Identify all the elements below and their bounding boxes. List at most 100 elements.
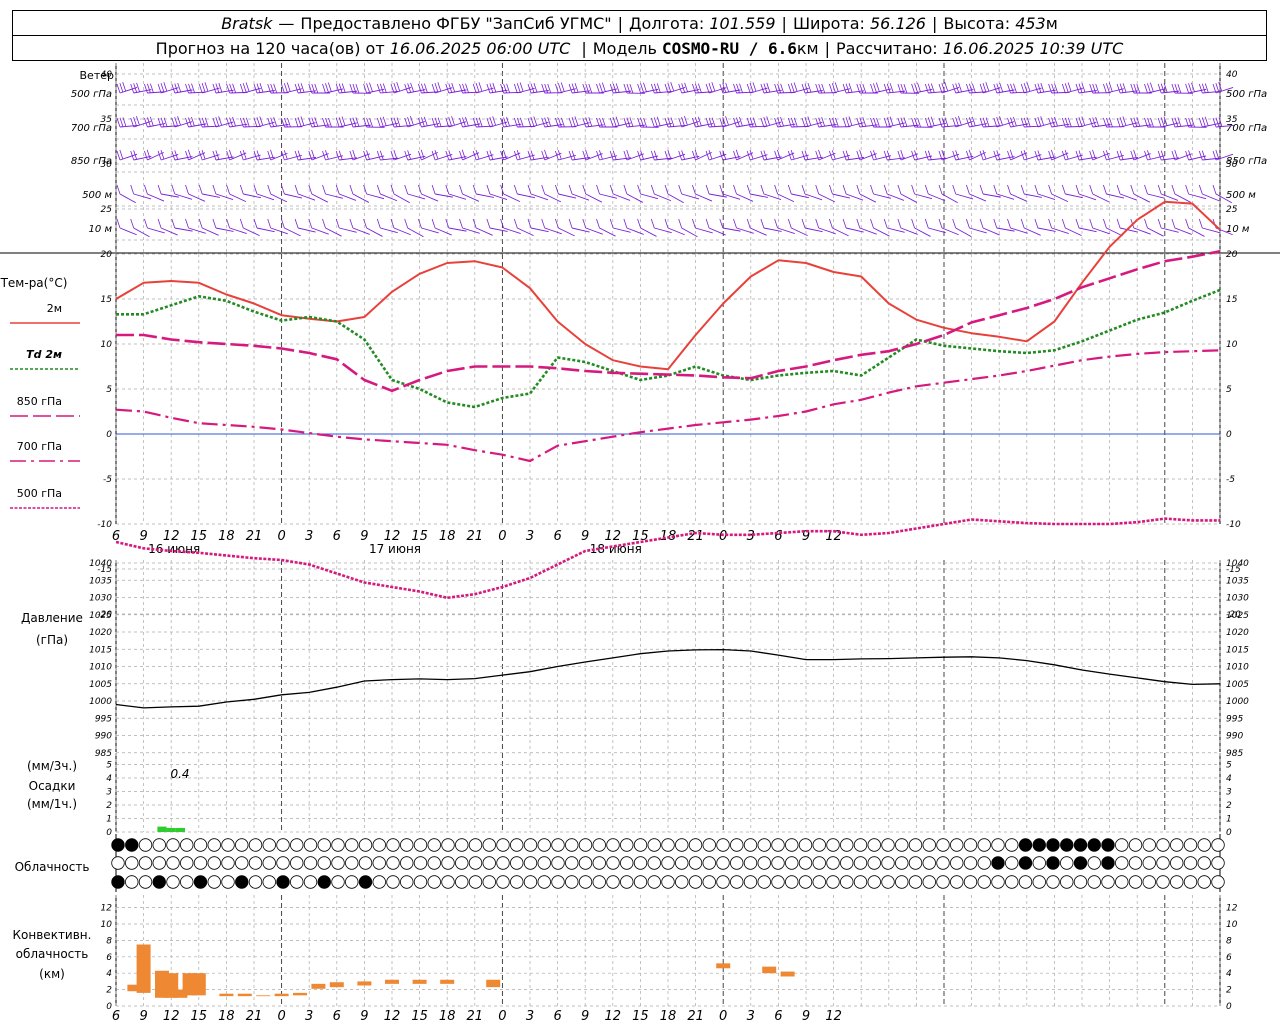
cloud-cover-symbol bbox=[166, 875, 180, 889]
wind-barb-flag bbox=[848, 83, 853, 93]
wind-barb-flag bbox=[418, 184, 422, 195]
wind-barb bbox=[339, 193, 357, 201]
temp-y-tick: -15 bbox=[97, 565, 112, 575]
wind-barb-flag bbox=[801, 83, 806, 94]
conv-bar bbox=[256, 995, 271, 997]
wind-barb-flag bbox=[900, 83, 905, 94]
wind-barb-flag bbox=[914, 117, 918, 128]
wind-barb-flag bbox=[1048, 83, 1052, 94]
wind-barb-flag bbox=[1010, 83, 1014, 93]
cloud-cover-symbol bbox=[785, 856, 799, 870]
wind-barb bbox=[489, 227, 508, 232]
wind-barb-flag bbox=[640, 150, 644, 160]
wind-barb-flag bbox=[1075, 184, 1080, 195]
wind-barb-flag bbox=[938, 117, 943, 128]
wind-barb-flag bbox=[287, 117, 291, 128]
wind-barb bbox=[914, 193, 933, 200]
cloud-cover-symbol bbox=[661, 838, 675, 852]
cloud-cover-symbol bbox=[358, 838, 373, 852]
wind-barb-flag bbox=[911, 184, 915, 195]
wind-barb-flag bbox=[917, 117, 921, 128]
wind-barb-flag bbox=[870, 83, 874, 94]
wind-barb-flag bbox=[722, 83, 727, 93]
wind-barb-flag bbox=[294, 83, 299, 94]
pressure-y-tick: 1025 bbox=[89, 611, 112, 621]
wind-barb-flag bbox=[1160, 83, 1165, 93]
wind-barb-flag bbox=[185, 184, 189, 195]
wind-barb-flag bbox=[1204, 83, 1209, 93]
wind-barb bbox=[640, 193, 659, 200]
cloud-cover-symbol bbox=[427, 838, 441, 852]
wind-barb-flag bbox=[1007, 150, 1011, 161]
wind-barb-flag bbox=[599, 150, 603, 160]
wind-barb-flag bbox=[335, 150, 340, 161]
wind-barb-flag bbox=[842, 117, 847, 128]
cloud-cover-symbol bbox=[537, 838, 551, 852]
hour-tick-label: 9 bbox=[139, 1009, 147, 1024]
wind-barb-flag bbox=[527, 150, 532, 161]
wind-barb-flag bbox=[122, 117, 127, 127]
precip-y-tick: 4 bbox=[1226, 774, 1232, 784]
temp-y-tick: 0 bbox=[1226, 430, 1232, 440]
cloud-cover-symbol bbox=[1005, 875, 1019, 889]
wind-barb-flag bbox=[582, 218, 587, 229]
wind-barb bbox=[352, 193, 370, 203]
wind-barb-flag bbox=[571, 150, 576, 160]
wind-barb-flag bbox=[596, 184, 600, 195]
cloud-cover-symbol bbox=[386, 838, 400, 852]
wind-barb-flag bbox=[815, 184, 820, 195]
cloud-cover-symbol bbox=[867, 856, 881, 870]
wind-barb-flag bbox=[924, 117, 929, 128]
cloud-cover-symbol bbox=[977, 838, 991, 852]
wind-barb-flag bbox=[623, 150, 628, 161]
cloud-cover-symbol bbox=[675, 856, 689, 870]
cloud-cover-symbol bbox=[716, 875, 730, 889]
wind-barb bbox=[845, 227, 864, 233]
wind-barb-flag bbox=[856, 184, 861, 195]
cloud-cover-symbol bbox=[345, 856, 359, 870]
wind-barb-flag bbox=[322, 150, 326, 161]
wind-barb-flag bbox=[832, 117, 836, 128]
wind-barb-flag bbox=[1075, 218, 1080, 229]
forecast-start: 16.06.2025 06:00 UTC bbox=[389, 38, 571, 58]
wind-barb-flag bbox=[492, 82, 497, 93]
wind-barb-flag bbox=[568, 83, 573, 94]
wind-barb-flag bbox=[793, 117, 798, 127]
wind-barb bbox=[969, 227, 987, 234]
wind-barb-flag bbox=[1201, 117, 1206, 127]
cloud-cover-symbol bbox=[551, 875, 565, 889]
wind-barb bbox=[325, 193, 344, 199]
wind-barb-flag bbox=[1157, 150, 1162, 161]
cloud-cover-symbol bbox=[895, 838, 909, 852]
cloud-cover-symbol bbox=[633, 856, 648, 870]
cloud-cover-symbol bbox=[400, 875, 414, 889]
wind-barb-flag bbox=[122, 82, 127, 92]
conv-bar bbox=[412, 979, 427, 984]
cloud-cover-symbol bbox=[606, 838, 620, 852]
wind-barb-flag bbox=[746, 150, 751, 161]
wind-barb-flag bbox=[267, 184, 272, 195]
wind-barb-flag bbox=[256, 83, 261, 93]
wind-barb-flag bbox=[445, 150, 450, 161]
wind-barb-flag bbox=[259, 83, 264, 93]
wind-barb bbox=[832, 227, 849, 237]
pressure-y-tick: 1025 bbox=[1226, 611, 1249, 621]
wind-barb-flag bbox=[420, 117, 425, 127]
cloud-cover-symbol bbox=[853, 875, 868, 889]
wind-barb-flag bbox=[472, 150, 477, 161]
wind-barb-flag bbox=[588, 83, 593, 94]
wind-barb-flag bbox=[829, 218, 833, 229]
wind-barb bbox=[1174, 193, 1192, 203]
cloud-cover-symbol bbox=[785, 875, 799, 889]
wind-barb bbox=[626, 124, 645, 128]
lon-value: 101.559 bbox=[709, 13, 776, 33]
wind-barb-flag bbox=[856, 83, 861, 94]
wind-barb-flag bbox=[1119, 150, 1124, 160]
wind-barb-flag bbox=[1157, 184, 1162, 195]
wind-barb-flag bbox=[1103, 184, 1107, 195]
wind-barb-flag bbox=[656, 116, 661, 126]
wind-barb-flag bbox=[363, 150, 367, 161]
wind-barb-flag bbox=[431, 83, 436, 94]
wind-barb bbox=[1161, 193, 1179, 201]
pressure-y-tick: 1035 bbox=[1226, 576, 1249, 586]
